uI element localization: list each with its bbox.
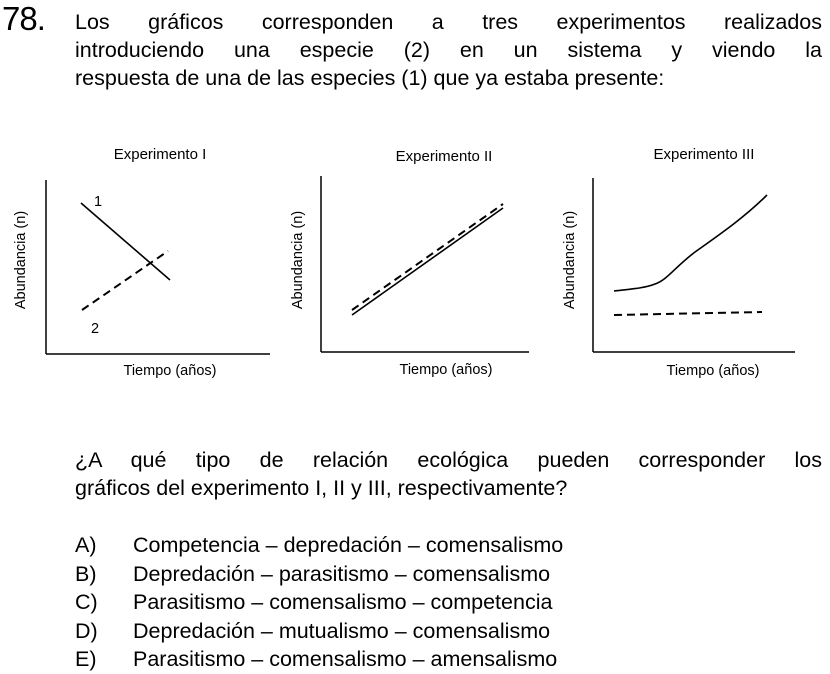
option-text: Parasitismo – comensalismo – amensalismo [133, 647, 558, 671]
chart-experimento-1: Experimento I Abundancia (n) Tiempo (año… [13, 146, 270, 379]
chart-3-y-label: Abundancia (n) [562, 211, 578, 309]
option-text: Depredación – parasitismo – comensalismo [133, 561, 551, 586]
chart-experimento-3: Experimento III Abundancia (n) Tiempo (a… [562, 146, 795, 379]
chart-2-y-label: Abundancia (n) [290, 211, 306, 309]
question-stem: Los gráficos corresponden a tres experim… [75, 8, 822, 92]
chart-3-series-2-line [613, 311, 763, 316]
chart-1-series-2-line [81, 250, 169, 311]
answer-options: A) Competencia – depredación – comensali… [75, 531, 563, 674]
option-d[interactable]: D) Depredación – mutualismo – comensalis… [75, 617, 563, 646]
option-a[interactable]: A) Competencia – depredación – comensali… [75, 531, 563, 560]
option-text: Depredación – mutualismo – comensalismo [133, 618, 551, 643]
option-text: Parasitismo – comensalismo – competencia [133, 590, 553, 614]
chart-1-x-label: Tiempo (años) [124, 363, 217, 379]
chart-3-series-1-line [613, 194, 768, 292]
stem-line-2: introduciendo una especie (2) en un sist… [75, 38, 822, 62]
option-letter: A) [75, 533, 97, 557]
chart-3-x-label: Tiempo (años) [667, 363, 760, 379]
stem-line-3: respuesta de una de las especies (1) que… [75, 66, 665, 90]
chart-1-series-2-label: 2 [91, 321, 99, 337]
option-e[interactable]: E) Parasitismo – comensalismo – amensali… [75, 645, 563, 674]
chart-2-series-2-line [351, 203, 504, 311]
experiments-figure: Experimento I Abundancia (n) Tiempo (año… [13, 146, 795, 379]
option-c[interactable]: C) Parasitismo – comensalismo – competen… [75, 588, 563, 617]
option-text: Competencia – depredación – comensalismo [133, 533, 564, 557]
option-letter: B) [75, 561, 97, 586]
chart-1-title: Experimento I [114, 146, 207, 163]
chart-2-x-label: Tiempo (años) [400, 362, 493, 378]
prompt-line-2: gráficos del experimento I, II y III, re… [75, 476, 568, 500]
question-prompt: ¿A qué tipo de relación ecológica pueden… [75, 446, 822, 502]
chart-2-title: Experimento II [396, 148, 493, 165]
option-letter: C) [75, 590, 98, 614]
chart-2-series-1-line [351, 207, 504, 316]
chart-1-series-1-line [80, 202, 171, 281]
option-letter: D) [75, 618, 98, 643]
chart-experimento-2: Experimento II Abundancia (n) Tiempo (añ… [290, 148, 529, 378]
chart-1-series-1-label: 1 [94, 194, 102, 210]
option-b[interactable]: B) Depredación – parasitismo – comensali… [75, 560, 563, 589]
prompt-line-1: ¿A qué tipo de relación ecológica pueden… [75, 448, 822, 472]
question-number: 78. [2, 0, 46, 37]
chart-3-title: Experimento III [654, 146, 755, 163]
chart-1-y-label: Abundancia (n) [13, 211, 29, 309]
option-letter: E) [75, 647, 97, 671]
stem-line-1: Los gráficos corresponden a tres experim… [75, 10, 822, 34]
